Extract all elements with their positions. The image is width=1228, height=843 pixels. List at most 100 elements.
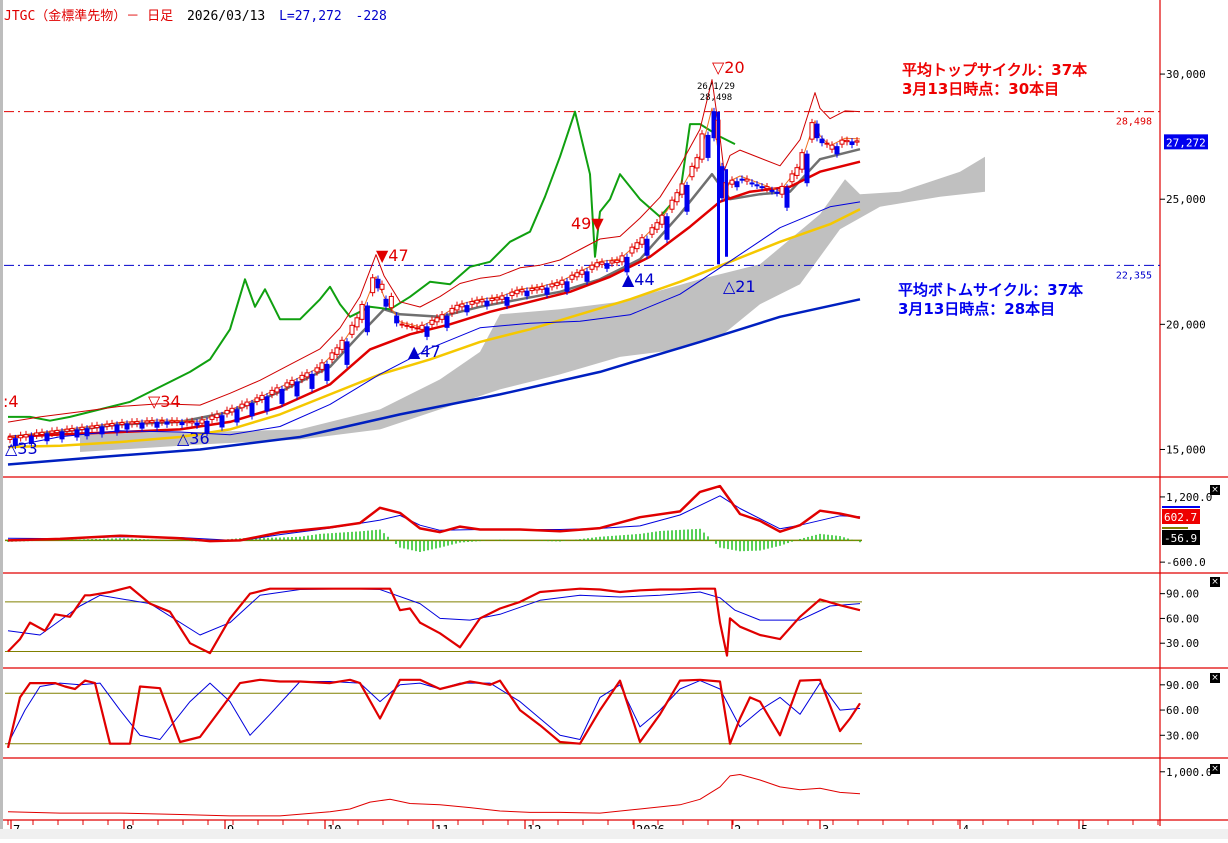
candle [414,327,420,330]
candle [44,433,50,442]
candle [694,157,700,169]
candle [439,314,445,320]
cycle-marker-top: ▽20 [712,58,745,77]
chart-title: JTGC（金標準先物）－ 日足 2026/03/13 L=27,272 -228 [4,5,387,24]
candle [349,324,355,335]
chart-date: 2026/03/13 [186,9,266,24]
candle [774,191,780,194]
close-bottom-panel-button[interactable]: × [1210,764,1220,774]
candle [69,428,75,432]
candle [429,319,435,325]
candle [809,122,815,140]
cycle-marker-bottom: ▲47 [408,342,441,361]
candle [599,261,605,265]
macd-hist-marker [1162,527,1188,529]
cycle-marker-top: ▼47 [376,246,409,265]
candle [489,297,495,302]
macd-tick-label: -600.0 [1166,556,1206,569]
candle [39,431,45,435]
candle [564,281,570,292]
candle [329,352,335,360]
candle [424,326,430,337]
candle [549,283,555,288]
candle [684,184,690,212]
rsi-signal-line [7,588,861,636]
candle [184,420,190,424]
top-cycle-current: 3月13日時点：30本目 [902,80,1060,98]
candle [179,422,185,426]
rsi-tick-label: 90.00 [1166,588,1199,601]
peak-label: 26/1/29 28,498 [697,82,735,104]
horizontal-scrollbar[interactable] [0,829,1228,839]
candle [609,260,615,264]
candle [799,152,805,170]
cycle-marker-top: :4 [3,392,19,411]
candle [18,434,24,439]
candle [28,435,34,444]
candle [659,214,665,225]
candle [319,362,325,370]
candle [804,153,810,184]
candle [434,317,440,323]
candle [7,436,13,440]
stoch-tick-label: 60.00 [1166,704,1199,717]
candle [139,422,145,429]
instrument-name: JTGC（金標準先物）－ 日足 [4,9,174,24]
macd-value-box [1162,509,1200,524]
macd-tick-label: 1,200.0 [1166,491,1212,504]
macd-line [7,484,861,543]
macd-value-label: 602.7 [1164,511,1197,524]
candle [674,192,680,203]
candle [594,262,600,268]
candle [739,178,745,181]
close-rsi-panel-button[interactable]: × [1210,577,1220,587]
candle [214,413,220,419]
candle [129,421,135,425]
macd-hist-box [1162,530,1200,545]
candle [794,167,800,176]
candle [474,299,480,304]
candle [699,133,705,160]
candle [734,181,740,188]
candle [23,434,29,438]
candle [819,138,825,144]
series-ma200_blue [7,298,861,466]
left-scroll-edge[interactable] [0,0,3,839]
y-tick-label: 15,000 [1166,443,1206,456]
candle [219,415,225,428]
candle [824,142,830,145]
candle [834,146,840,155]
close-stochastic-panel-button[interactable]: × [1210,673,1220,683]
candle [204,420,210,434]
candle [269,389,275,395]
candle [34,432,40,436]
candle [529,287,535,292]
candle [64,428,70,432]
cycle-marker-bottom: △33 [5,439,38,458]
candle [59,431,65,440]
candle [309,373,315,389]
close-macd-panel-button[interactable]: × [1210,485,1220,495]
candle [454,304,460,311]
candle [314,367,320,373]
cycle-marker-bottom: △21 [723,277,756,296]
candle [189,421,195,424]
candle [149,420,155,424]
candle [544,287,550,295]
candle [634,242,640,250]
candle [209,415,215,420]
candle [264,396,270,412]
candle [224,409,230,415]
candle [99,426,105,435]
candle [339,339,345,350]
bottom-cycle-average: 平均ボトムサイクル：37本 [898,281,1084,299]
cycle-marker-top: 49▼ [571,214,604,233]
candle [274,387,280,393]
candle [559,279,565,285]
cycle-marker-top: ▽34 [148,392,181,411]
candle [749,182,755,185]
candle [814,123,820,139]
candle [639,237,645,245]
